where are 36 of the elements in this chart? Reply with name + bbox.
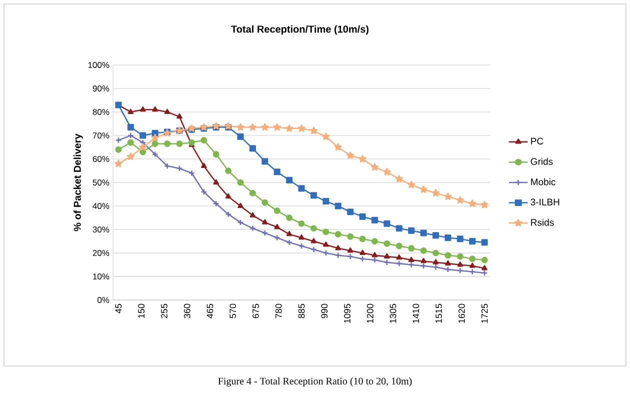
y-tick-label: 80% (92, 108, 110, 115)
y-tick-label: 30% (92, 226, 110, 232)
y-tick-label: 90% (92, 85, 110, 92)
y-tick-label: 100% (88, 62, 110, 68)
legend-label: Rsids (531, 218, 554, 226)
x-tick-label: 885 (298, 304, 305, 318)
legend-label: 3-ILBH (530, 198, 560, 206)
x-tick-label: 45 (115, 304, 122, 314)
y-tick-label: 40% (92, 202, 110, 209)
y-tick-label: 0% (98, 296, 110, 303)
x-tick-label: 255 (161, 304, 168, 318)
x-tick-label: 150 (138, 304, 145, 318)
y-tick-label: 50% (92, 179, 110, 186)
x-tick-label: 1515 (436, 304, 442, 323)
x-tick-label: 990 (321, 304, 328, 318)
x-tick-label: 465 (206, 304, 214, 318)
legend-label: Grids (530, 158, 553, 165)
y-axis-title: % of Packet Delivery (74, 134, 83, 232)
x-tick-label: 570 (230, 304, 236, 318)
x-tick-label: 1410 (412, 304, 420, 323)
legend-label: PC (531, 138, 544, 145)
x-tick-label: 1095 (344, 304, 350, 323)
y-tick-label: 60% (92, 156, 110, 162)
x-tick-label: 1725 (481, 304, 488, 323)
caption: Figure 4 - Total Reception Ratio (10 to 20, 10m) (218, 377, 412, 387)
y-tick-label: 20% (92, 250, 110, 256)
y-tick-label: 70% (92, 132, 110, 138)
x-tick-label: 1620 (458, 304, 465, 323)
x-tick-label: 780 (275, 304, 282, 318)
chart-title: Total Reception/Time (10m/s) (231, 25, 368, 35)
y-tick-label: 10% (93, 273, 110, 280)
x-tick-label: 360 (184, 304, 190, 318)
x-tick-label: 675 (252, 304, 259, 318)
x-tick-label: 1200 (366, 304, 374, 323)
legend-label: Mobic (531, 178, 556, 186)
x-tick-label: 1305 (390, 304, 396, 323)
